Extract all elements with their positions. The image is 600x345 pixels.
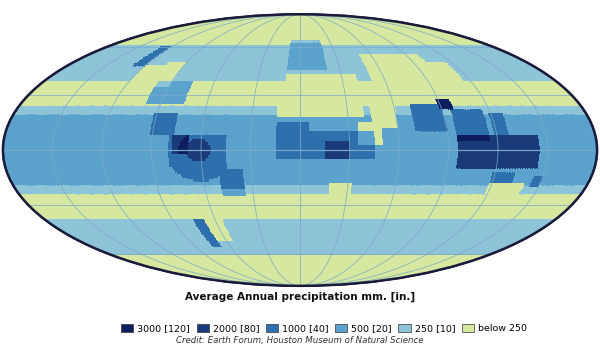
Ellipse shape: [3, 14, 597, 286]
Legend: 3000 [120], 2000 [80], 1000 [40], 500 [20], 250 [10], below 250: 3000 [120], 2000 [80], 1000 [40], 500 [2…: [118, 320, 530, 337]
Text: Average Annual precipitation mm. [in.]: Average Annual precipitation mm. [in.]: [185, 292, 415, 302]
Text: Credit: Earth Forum, Houston Museum of Natural Science: Credit: Earth Forum, Houston Museum of N…: [176, 336, 424, 345]
